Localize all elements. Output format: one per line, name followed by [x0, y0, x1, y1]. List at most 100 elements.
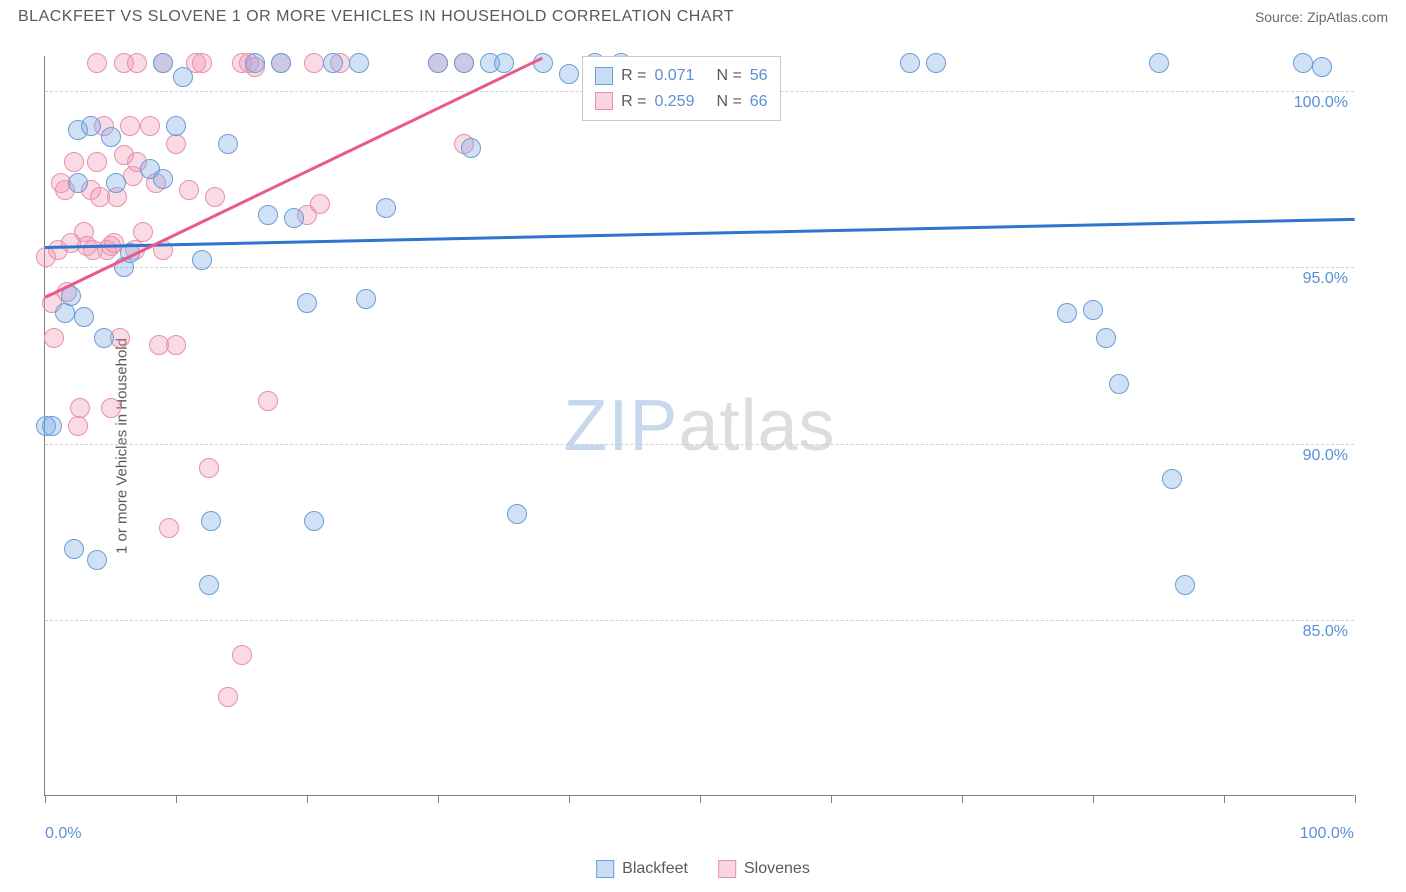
data-point [1096, 328, 1116, 348]
data-point [179, 180, 199, 200]
y-tick-label: 90.0% [1303, 447, 1348, 465]
watermark: ZIPatlas [563, 385, 835, 467]
scatter-chart: ZIPatlas 85.0%90.0%95.0%100.0%0.0%100.0%… [44, 56, 1354, 796]
legend-swatch [595, 92, 613, 110]
data-point [68, 173, 88, 193]
chart-title: BLACKFEET VS SLOVENE 1 OR MORE VEHICLES … [18, 8, 734, 26]
data-point [297, 293, 317, 313]
data-point [1057, 303, 1077, 323]
data-point [454, 53, 474, 73]
data-point [900, 53, 920, 73]
x-tick [438, 795, 439, 803]
gridline-horizontal [45, 267, 1354, 268]
legend-swatch [596, 860, 614, 878]
data-point [55, 303, 75, 323]
x-tick [700, 795, 701, 803]
data-point [494, 53, 514, 73]
data-point [428, 53, 448, 73]
x-max-label: 100.0% [1300, 825, 1354, 843]
data-point [87, 152, 107, 172]
data-point [1162, 469, 1182, 489]
data-point [1293, 53, 1313, 73]
data-point [310, 194, 330, 214]
data-point [1149, 53, 1169, 73]
data-point [192, 250, 212, 270]
data-point [106, 173, 126, 193]
data-point [304, 511, 324, 531]
x-tick [1093, 795, 1094, 803]
data-point [304, 53, 324, 73]
x-tick [962, 795, 963, 803]
data-point [218, 687, 238, 707]
gridline-horizontal [45, 444, 1354, 445]
data-point [127, 53, 147, 73]
y-tick-label: 85.0% [1303, 623, 1348, 641]
legend-bottom: Blackfeet Slovenes [596, 860, 810, 878]
legend-swatch [718, 860, 736, 878]
data-point [323, 53, 343, 73]
data-point [461, 138, 481, 158]
legend-label: Slovenes [744, 860, 810, 878]
source-attribution: Source: ZipAtlas.com [1255, 9, 1388, 25]
x-tick [1355, 795, 1356, 803]
data-point [376, 198, 396, 218]
data-point [356, 289, 376, 309]
legend-swatch [595, 67, 613, 85]
data-point [64, 152, 84, 172]
data-point [101, 398, 121, 418]
data-point [81, 116, 101, 136]
legend-item: Blackfeet [596, 860, 688, 878]
data-point [68, 416, 88, 436]
data-point [1312, 57, 1332, 77]
data-point [140, 116, 160, 136]
data-point [559, 64, 579, 84]
data-point [153, 53, 173, 73]
data-point [245, 53, 265, 73]
data-point [258, 205, 278, 225]
x-tick [1224, 795, 1225, 803]
data-point [284, 208, 304, 228]
data-point [926, 53, 946, 73]
data-point [166, 134, 186, 154]
data-point [70, 398, 90, 418]
data-point [271, 53, 291, 73]
x-tick [307, 795, 308, 803]
x-tick [831, 795, 832, 803]
data-point [173, 67, 193, 87]
legend-item: Slovenes [718, 860, 810, 878]
data-point [64, 539, 84, 559]
data-point [153, 169, 173, 189]
y-tick-label: 100.0% [1294, 94, 1348, 112]
data-point [192, 53, 212, 73]
data-point [205, 187, 225, 207]
legend-label: Blackfeet [622, 860, 688, 878]
data-point [74, 307, 94, 327]
data-point [199, 458, 219, 478]
data-point [120, 116, 140, 136]
chart-header: BLACKFEET VS SLOVENE 1 OR MORE VEHICLES … [0, 0, 1406, 30]
data-point [133, 222, 153, 242]
data-point [232, 645, 252, 665]
data-point [201, 511, 221, 531]
data-point [101, 127, 121, 147]
data-point [166, 335, 186, 355]
x-tick [45, 795, 46, 803]
legend-row: R =0.259N =66 [595, 89, 767, 115]
legend-row: R =0.071N =56 [595, 63, 767, 89]
data-point [199, 575, 219, 595]
data-point [94, 328, 114, 348]
data-point [1083, 300, 1103, 320]
y-tick-label: 95.0% [1303, 270, 1348, 288]
x-min-label: 0.0% [45, 825, 81, 843]
data-point [87, 53, 107, 73]
correlation-legend: R =0.071N =56R =0.259N =66 [582, 56, 780, 121]
data-point [44, 328, 64, 348]
data-point [87, 550, 107, 570]
trend-line [45, 218, 1355, 249]
data-point [218, 134, 238, 154]
data-point [533, 53, 553, 73]
data-point [1109, 374, 1129, 394]
data-point [258, 391, 278, 411]
x-tick [176, 795, 177, 803]
gridline-horizontal [45, 620, 1354, 621]
